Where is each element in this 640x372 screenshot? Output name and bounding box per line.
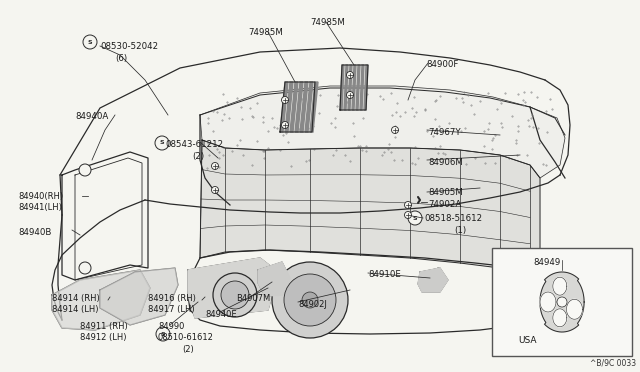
Bar [492, 248, 632, 356]
Circle shape [346, 71, 353, 78]
Text: 84990: 84990 [158, 322, 184, 331]
Polygon shape [200, 140, 540, 270]
Circle shape [221, 281, 249, 309]
Text: B4907M: B4907M [236, 294, 270, 303]
Text: 84940(RH): 84940(RH) [18, 192, 63, 201]
Text: 84910E: 84910E [368, 270, 401, 279]
Text: 08530-52042: 08530-52042 [100, 42, 158, 51]
Text: 08518-51612: 08518-51612 [424, 214, 482, 223]
Circle shape [83, 35, 97, 49]
Text: 74967Y: 74967Y [428, 128, 461, 137]
Polygon shape [340, 65, 344, 110]
Text: 84941(LH): 84941(LH) [18, 203, 62, 212]
Text: 84949: 84949 [533, 258, 560, 267]
Circle shape [213, 273, 257, 317]
Circle shape [346, 92, 353, 99]
Text: 84940B: 84940B [18, 228, 51, 237]
Polygon shape [310, 82, 318, 132]
Circle shape [156, 327, 170, 341]
Polygon shape [280, 82, 288, 132]
Circle shape [408, 211, 422, 225]
Text: 84902J: 84902J [298, 300, 327, 309]
Text: 84917 (LH): 84917 (LH) [148, 305, 195, 314]
Text: 74902A: 74902A [428, 200, 461, 209]
Polygon shape [188, 258, 278, 318]
Text: 84900F: 84900F [426, 60, 458, 69]
Text: 84906M: 84906M [428, 158, 463, 167]
Text: S: S [161, 331, 165, 337]
Circle shape [392, 126, 399, 134]
Text: 84912 (LH): 84912 (LH) [80, 333, 127, 342]
Polygon shape [285, 82, 293, 132]
Polygon shape [553, 309, 567, 327]
Circle shape [79, 164, 91, 176]
Polygon shape [348, 65, 352, 110]
Polygon shape [566, 299, 582, 319]
Text: USA: USA [518, 336, 536, 345]
Text: S: S [88, 39, 92, 45]
Polygon shape [305, 82, 313, 132]
Text: ^B/9C 0033: ^B/9C 0033 [590, 359, 636, 368]
Text: 84914 (LH): 84914 (LH) [52, 305, 99, 314]
Polygon shape [360, 65, 364, 110]
Polygon shape [200, 86, 565, 178]
Polygon shape [352, 65, 356, 110]
Circle shape [284, 274, 336, 326]
Circle shape [272, 262, 348, 338]
Circle shape [155, 136, 169, 150]
Circle shape [557, 297, 567, 307]
Polygon shape [356, 65, 360, 110]
Circle shape [211, 186, 218, 193]
Polygon shape [52, 270, 150, 330]
Circle shape [282, 96, 289, 103]
Text: 08543-61212: 08543-61212 [165, 140, 223, 149]
Text: 84905M: 84905M [428, 188, 463, 197]
Text: 84914 (RH): 84914 (RH) [52, 294, 100, 303]
Polygon shape [290, 82, 298, 132]
Text: (2): (2) [182, 345, 194, 354]
Polygon shape [540, 272, 584, 332]
Polygon shape [344, 65, 348, 110]
Text: S: S [160, 141, 164, 145]
Circle shape [211, 163, 218, 170]
Polygon shape [364, 65, 368, 110]
Polygon shape [295, 82, 303, 132]
Polygon shape [300, 82, 308, 132]
Text: (6): (6) [115, 54, 127, 63]
Circle shape [404, 202, 412, 208]
Polygon shape [100, 268, 178, 325]
Polygon shape [418, 268, 448, 292]
Text: 84911 (RH): 84911 (RH) [80, 322, 128, 331]
Polygon shape [553, 277, 567, 295]
Circle shape [302, 292, 318, 308]
Text: 84940E: 84940E [205, 310, 237, 319]
Text: 74985M: 74985M [310, 18, 345, 27]
Text: S: S [413, 215, 417, 221]
Text: (2): (2) [192, 152, 204, 161]
Text: 74985M: 74985M [248, 28, 283, 37]
Text: (1): (1) [454, 226, 466, 235]
Text: 84916 (RH): 84916 (RH) [148, 294, 196, 303]
Polygon shape [258, 262, 290, 296]
Circle shape [79, 262, 91, 274]
Text: 84940A: 84940A [75, 112, 108, 121]
Text: 08510-61612: 08510-61612 [158, 333, 214, 342]
Polygon shape [540, 292, 556, 312]
Circle shape [282, 122, 289, 128]
Circle shape [404, 212, 412, 218]
